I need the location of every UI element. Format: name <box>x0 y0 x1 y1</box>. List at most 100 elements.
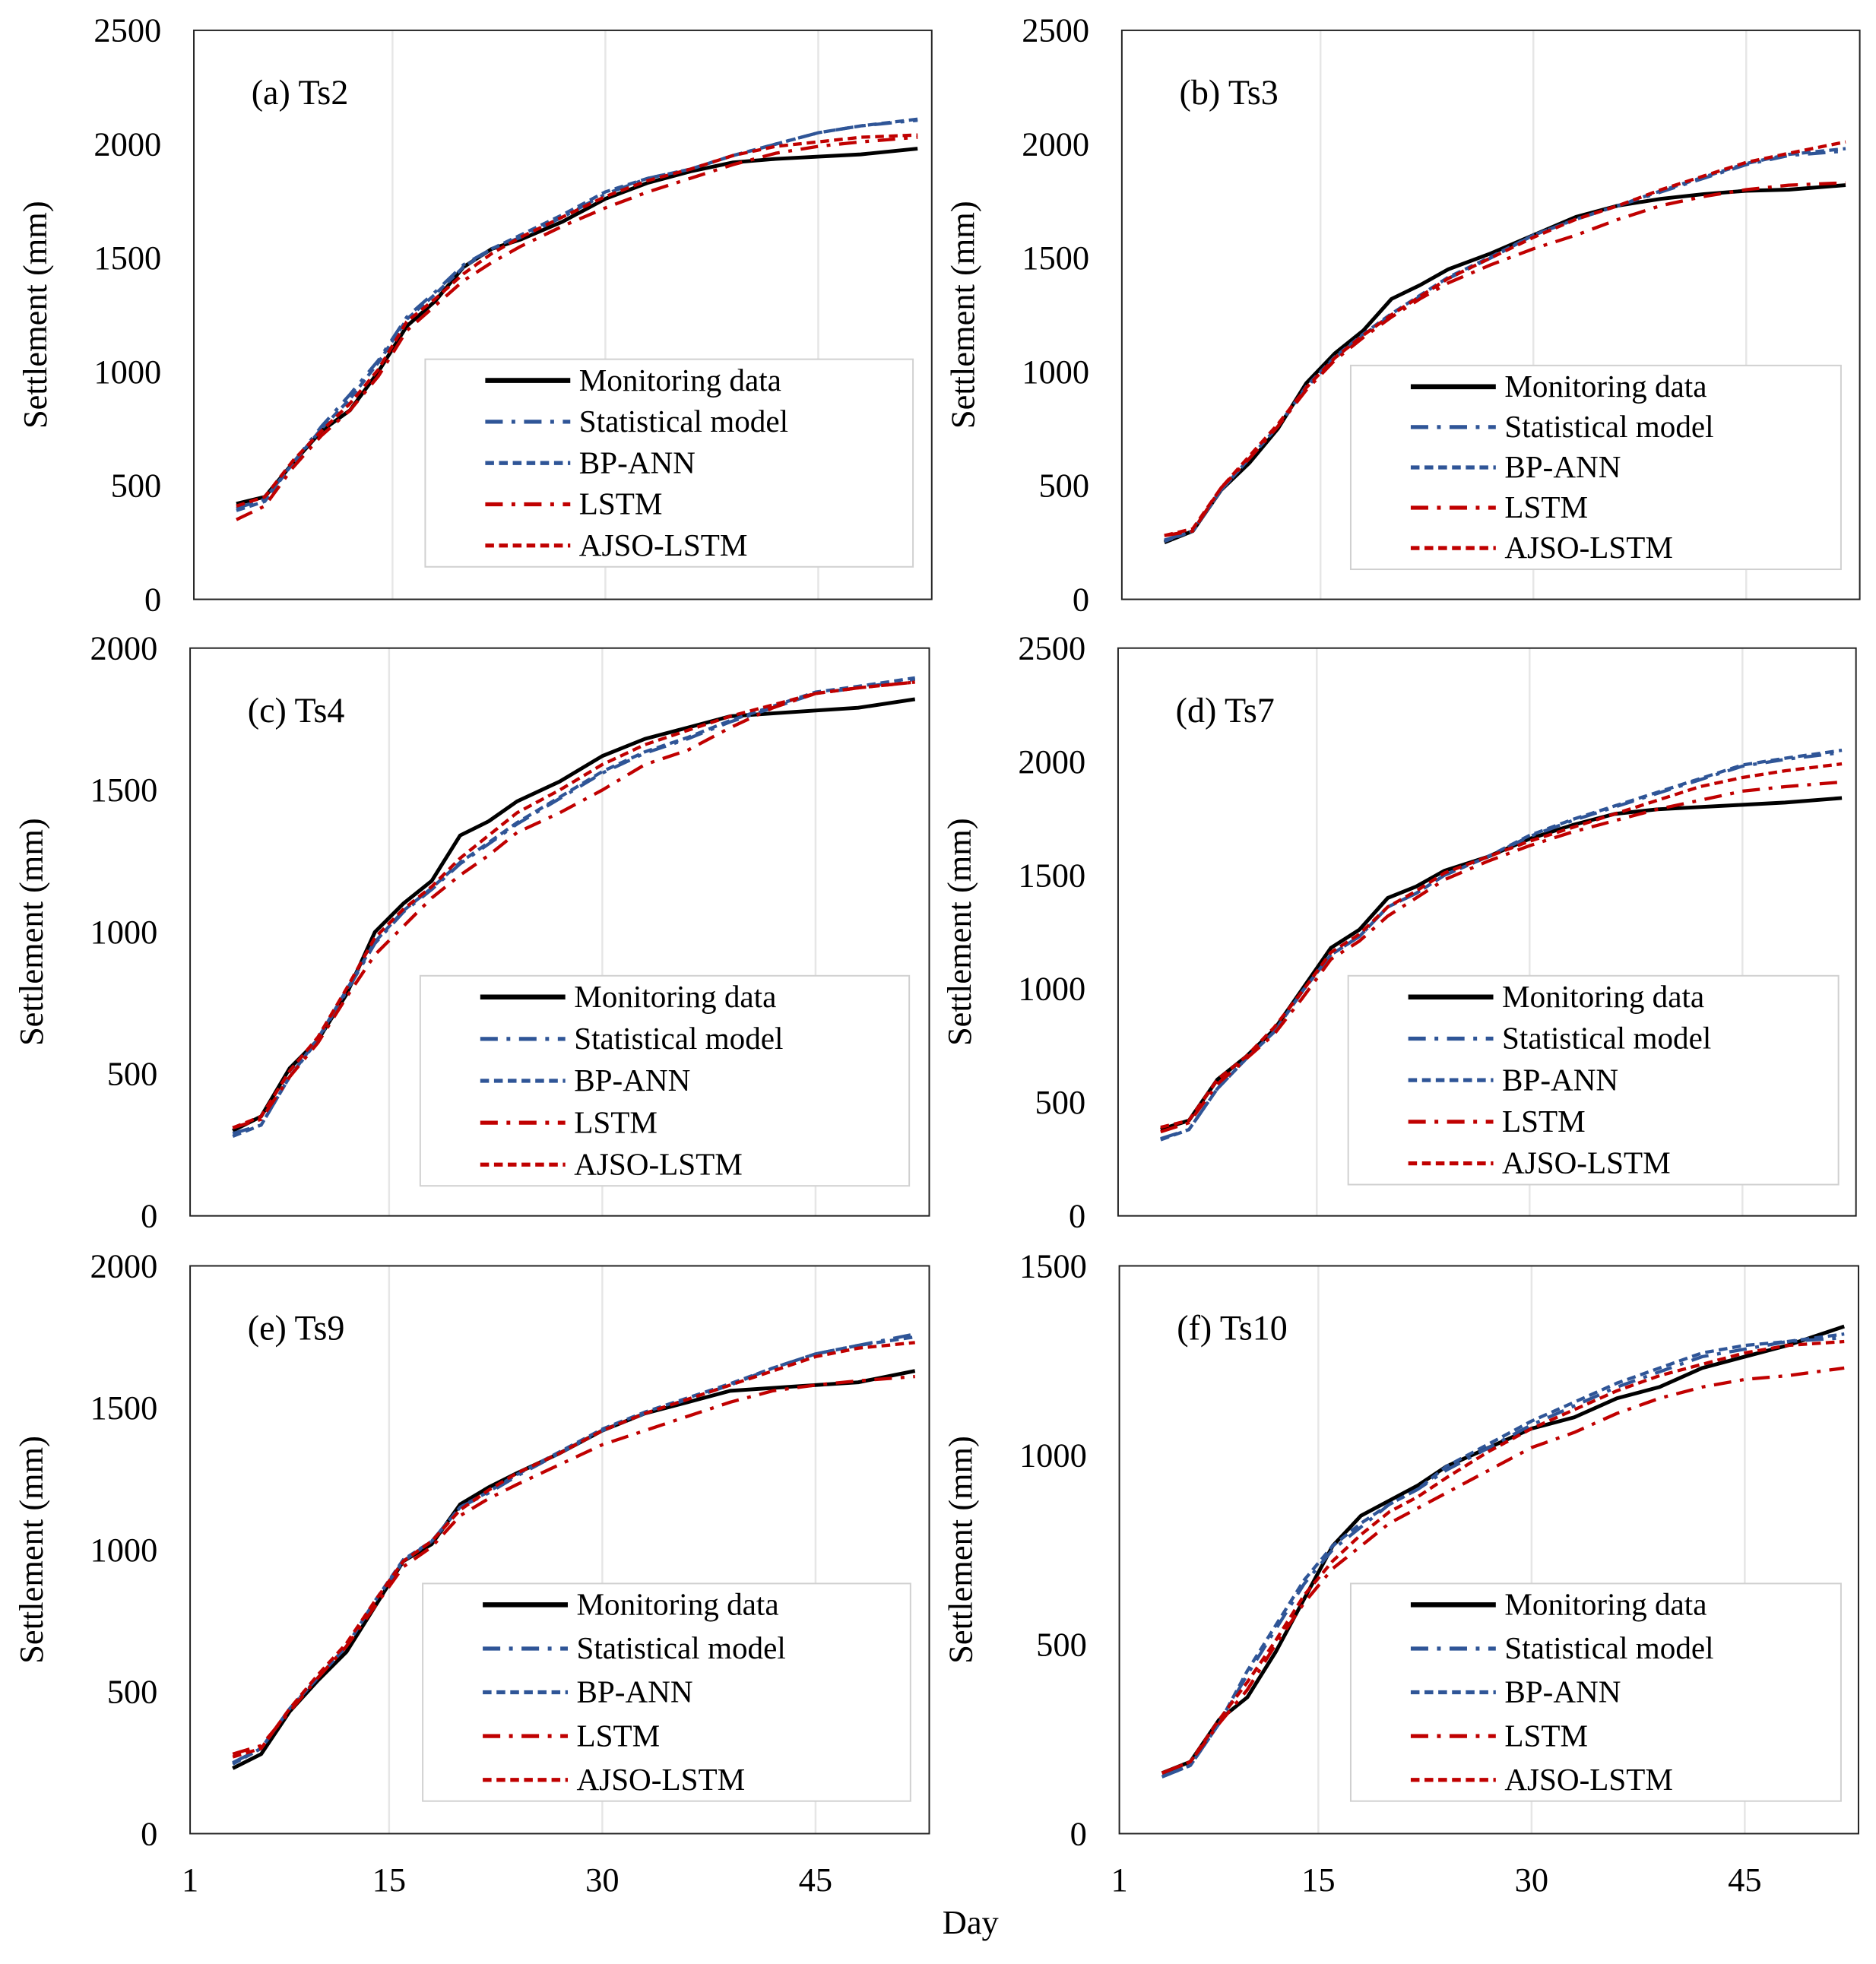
x-tick-label: 30 <box>585 1861 619 1899</box>
legend-label: Statistical model <box>574 1021 783 1056</box>
legend: Monitoring data Statistical model BP-ANN LS… <box>424 358 914 568</box>
series-line-lstm <box>236 135 918 521</box>
y-tick-label: 500 <box>1036 1625 1087 1663</box>
x-tick-label: 45 <box>1728 1861 1761 1899</box>
y-tick-label: 1000 <box>1022 353 1089 391</box>
x-tick-label: 30 <box>1515 1861 1548 1899</box>
plot-frame <box>189 647 930 1217</box>
chart-panel-2: 0 500 1000 1500 2000 Settlement (mm) (c) Ts4 Mo… <box>12 629 930 1234</box>
y-axis-label: Settlement (mm) <box>940 818 978 1046</box>
y-tick-label: 0 <box>1070 1814 1087 1852</box>
chart-panel-3: 0 500 1000 1500 2000 2500 Settlement (mm) (d) T… <box>940 629 1857 1234</box>
y-tick-label: 2000 <box>90 629 157 667</box>
y-tick-label: 0 <box>1069 1196 1085 1234</box>
y-axis-label: Settlement (mm) <box>12 1436 50 1664</box>
panel-title: (f) Ts10 <box>1177 1309 1288 1348</box>
chart-panel-4: 0 500 1000 1500 2000 1 15 30 45 Settlement (mm) (e… <box>12 1247 930 1899</box>
legend-label: AJSO-LSTM <box>1504 530 1673 565</box>
legend-label: LSTM <box>576 1718 660 1753</box>
y-tick-label: 500 <box>1038 467 1089 505</box>
y-tick-label: 2000 <box>1018 743 1085 781</box>
y-tick-label: 1500 <box>1019 1247 1087 1285</box>
legend-label: Statistical model <box>1504 409 1713 444</box>
panel-title: (d) Ts7 <box>1176 691 1275 730</box>
legend-label: BP-ANN <box>579 445 696 480</box>
legend-label: AJSO-LSTM <box>1504 1762 1673 1797</box>
series-line-monitoring-data <box>236 147 918 506</box>
y-tick-label: 500 <box>111 467 162 505</box>
legend-label: LSTM <box>574 1104 658 1139</box>
legend-label: BP-ANN <box>1504 1674 1621 1709</box>
y-tick-label: 1500 <box>90 1389 157 1427</box>
y-tick-label: 1000 <box>1018 970 1085 1008</box>
plot-frame <box>1118 1265 1859 1835</box>
legend-label: BP-ANN <box>576 1674 692 1709</box>
y-tick-label: 1000 <box>1019 1436 1087 1474</box>
legend-label: Statistical model <box>1504 1630 1713 1665</box>
series-line-bp-ann <box>236 117 918 512</box>
legend-label: AJSO-LSTM <box>579 527 748 562</box>
y-tick-label: 2000 <box>93 125 161 163</box>
series-line-monitoring-data <box>1163 183 1846 544</box>
legend-label: Monitoring data <box>1504 1587 1706 1622</box>
legend-label: Statistical model <box>579 404 788 439</box>
y-tick-label: 2000 <box>90 1247 157 1285</box>
series-line-bp-ann <box>1161 1332 1845 1779</box>
legend: Monitoring data Statistical model BP-ANN LS… <box>1349 364 1842 571</box>
series-line-ajso-lstm <box>1161 1339 1845 1775</box>
legend-label: Monitoring data <box>579 363 781 398</box>
panel-title: (a) Ts2 <box>252 73 349 112</box>
legend: Monitoring data Statistical model BP-ANN LS… <box>1349 1582 1842 1802</box>
y-tick-label: 0 <box>144 580 161 618</box>
legend-label: AJSO-LSTM <box>574 1146 743 1181</box>
legend-label: Statistical model <box>1502 1021 1711 1056</box>
legend: Monitoring data Statistical model BP-ANN LS… <box>422 1582 911 1802</box>
legend-label: Monitoring data <box>576 1587 778 1622</box>
y-tick-label: 500 <box>1035 1083 1086 1121</box>
x-tick-label: 15 <box>372 1861 406 1899</box>
y-tick-label: 0 <box>141 1814 157 1852</box>
series-line-monitoring-data <box>232 1369 916 1770</box>
y-tick-label: 1000 <box>90 913 157 951</box>
plot-frame <box>189 1265 930 1835</box>
legend: Monitoring data Statistical model BP-ANN LS… <box>1347 974 1840 1186</box>
x-tick-label: 45 <box>799 1861 832 1899</box>
legend-label: BP-ANN <box>574 1063 690 1098</box>
panel-title: (b) Ts3 <box>1180 73 1279 112</box>
y-tick-label: 1000 <box>90 1531 157 1569</box>
series-line-lstm <box>232 680 915 1129</box>
shared-x-axis-label: Day <box>943 1903 1000 1941</box>
series-line-ajso-lstm <box>1160 762 1843 1129</box>
legend-label: AJSO-LSTM <box>1502 1145 1671 1180</box>
legend-label: Monitoring data <box>1504 369 1706 404</box>
series-line-lstm <box>1160 780 1843 1134</box>
legend-label: LSTM <box>579 486 663 521</box>
y-tick-label: 2000 <box>1022 125 1089 163</box>
x-tick-label: 1 <box>1111 1861 1127 1899</box>
y-tick-label: 2500 <box>1018 629 1085 667</box>
y-tick-label: 0 <box>1073 580 1089 618</box>
y-tick-label: 1000 <box>93 353 161 391</box>
y-tick-label: 500 <box>107 1673 158 1711</box>
series-line-lstm <box>232 1374 915 1756</box>
x-tick-label: 1 <box>182 1861 198 1899</box>
plot-frame <box>193 29 933 600</box>
y-tick-label: 0 <box>141 1196 157 1234</box>
legend-label: Monitoring data <box>1502 979 1704 1014</box>
panel-title: (c) Ts4 <box>248 691 345 730</box>
y-axis-label: Settlement (mm) <box>944 201 982 429</box>
chart-panel-1: 0 500 1000 1500 2000 2500 Settlement (mm) (b) T… <box>944 11 1861 618</box>
chart-panel-0: 0 500 1000 1500 2000 2500 Settlement (mm) (a) T… <box>16 11 933 618</box>
legend-label: LSTM <box>1502 1104 1586 1139</box>
chart-panel-5: 0 500 1000 1500 1 15 30 45 Settlement (mm) (f) Ts… <box>941 1247 1859 1899</box>
y-tick-label: 1500 <box>1022 239 1089 277</box>
panel-title: (e) Ts9 <box>248 1309 345 1348</box>
legend-label: BP-ANN <box>1504 449 1621 484</box>
series-line-bp-ann <box>232 676 916 1139</box>
plot-frame <box>1120 29 1861 600</box>
y-tick-label: 1500 <box>90 771 157 809</box>
series-line-ajso-lstm <box>1164 140 1846 537</box>
y-tick-label: 2500 <box>93 11 161 49</box>
series-line-statistical-model <box>1161 1335 1845 1779</box>
